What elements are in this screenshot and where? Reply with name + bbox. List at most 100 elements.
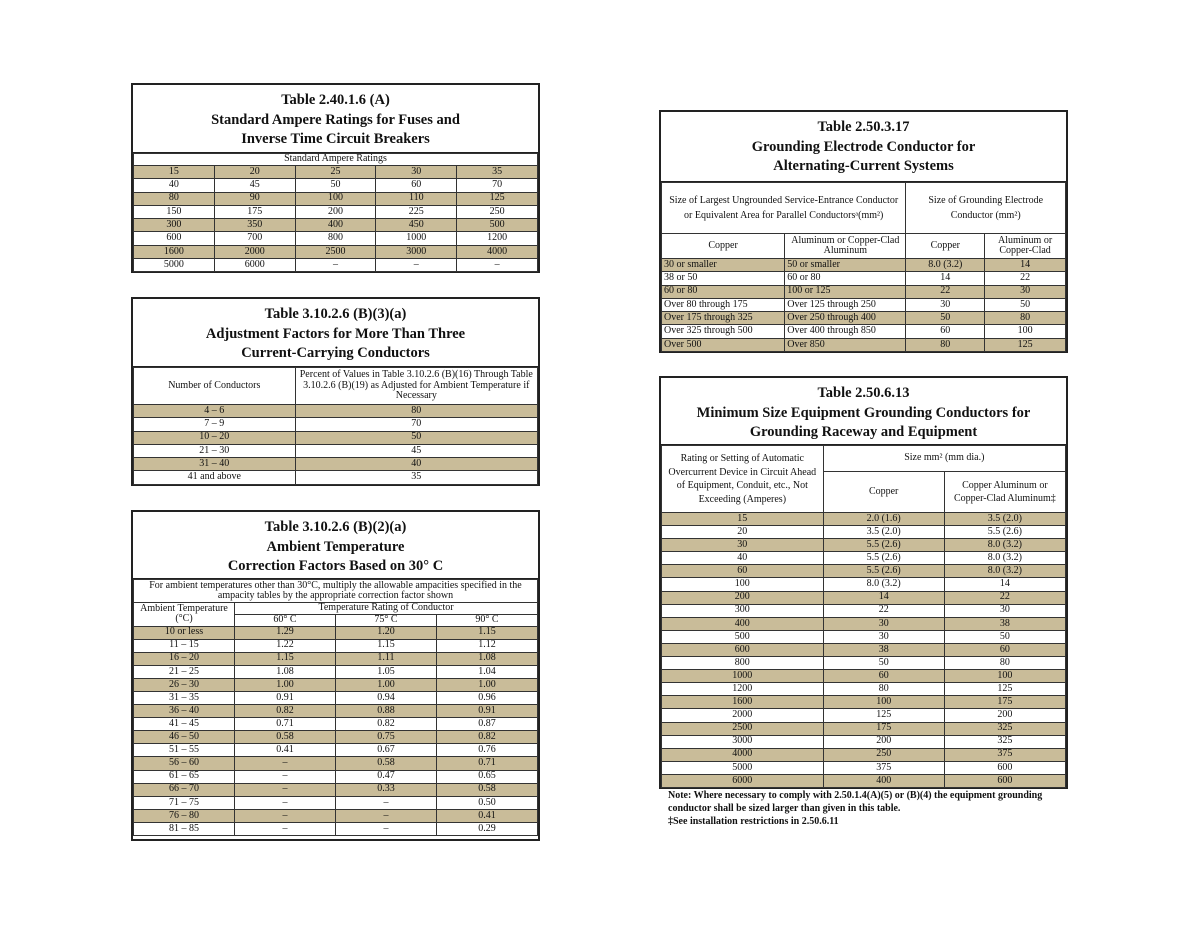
table-cell: 125: [456, 191, 538, 206]
table: Rating or Setting of Automatic Overcurre…: [661, 445, 1067, 788]
table-cell: 5.5 (2.6): [822, 538, 945, 553]
table-cell: 350: [213, 218, 296, 233]
table-cell: Over 125 through 250: [784, 297, 907, 313]
table-row: Over 80 through 175 Over 125 through 250 3…: [660, 297, 1066, 313]
table-cell: 80: [943, 656, 1067, 671]
table-cell: 30: [905, 297, 986, 313]
table-cell: 0.47: [335, 769, 437, 784]
table: Size of Largest Ungrounded Service-Entra…: [660, 182, 1066, 353]
table-cell: 40: [661, 551, 824, 566]
table-box: Table 3.10.2.6 (B)(3)(a) Adjustment Facto…: [131, 297, 540, 486]
table-cell: 2000: [661, 708, 824, 723]
table-cell: 7 – 9: [133, 417, 296, 432]
table-cell: 60: [661, 564, 824, 579]
header-cell: Temperature Rating of Conductor: [234, 602, 538, 615]
table-row: 150 175 200 225 250: [133, 204, 538, 220]
table-cell: 41 – 45: [133, 717, 235, 732]
table-row: 800 50 80: [661, 656, 1067, 671]
table-cell: 200: [822, 734, 945, 749]
table-row: Over 175 through 325 Over 250 through 400…: [660, 311, 1066, 326]
table-cell: 30 or smaller: [660, 257, 786, 273]
table-row: 21 – 30 45: [133, 443, 539, 459]
table: Standard Ampere Ratings 15 20 25 30 35 40 45 50…: [133, 153, 538, 273]
table-cell: 1.00: [436, 677, 538, 692]
table-cell: 200: [943, 708, 1067, 723]
table-cell: –: [234, 808, 336, 823]
table-box: Table 2.50.3.17 Grounding Electrode Condu…: [659, 110, 1068, 353]
table-cell: 8.0 (3.2): [905, 257, 986, 273]
table-cell: 0.71: [436, 756, 538, 771]
table-row: 1200 80 125: [661, 682, 1067, 697]
table-row: 51 – 55 0.41 0.67 0.76: [133, 743, 538, 758]
table-row: 1000 60 100: [661, 669, 1067, 684]
table-row: 26 – 30 1.00 1.00 1.00: [133, 677, 538, 692]
header-cell: 75° C: [335, 613, 437, 627]
table-cell: 8.0 (3.2): [943, 538, 1067, 553]
table-row: 71 – 75– –0.50: [133, 795, 538, 810]
table-cell: 0.65: [436, 769, 538, 784]
table-cell: 30: [984, 284, 1066, 299]
table-cell: 66 – 70: [133, 782, 235, 797]
table-cell: 600: [133, 231, 215, 246]
table-cell: –: [456, 258, 538, 273]
table-cell: 30: [375, 164, 458, 180]
table-row: 30 or smaller 50 or smaller 8.0 (3.2) 14: [660, 257, 1066, 273]
table-cell: 56 – 60: [133, 756, 235, 771]
table-cell: Over 500: [660, 337, 786, 353]
table-cell: 35: [294, 470, 539, 485]
table-cell: 110: [375, 191, 458, 206]
table-row: 60 5.5 (2.6) 8.0 (3.2): [661, 564, 1067, 579]
table-cell: 1000: [661, 669, 824, 684]
title-line: Minimum Size Equipment Grounding Conduct…: [696, 404, 1031, 421]
table-cell: 400: [661, 616, 824, 631]
table-cell: –: [234, 756, 336, 771]
table-cell: 41 and above: [133, 470, 296, 485]
table-row: 5000 375 600: [661, 760, 1067, 775]
table-cell: 2000: [213, 244, 296, 260]
table-cell: 1.05: [335, 664, 437, 679]
table-cell: 300: [661, 603, 824, 618]
title-line: Table 2.50.6.13: [817, 385, 910, 401]
table-cell: 200: [661, 590, 824, 605]
table-cell: 38: [943, 616, 1067, 631]
table-cell: 25: [294, 164, 377, 180]
table-cell: 800: [294, 231, 377, 246]
table-cell: 0.82: [234, 704, 336, 719]
table-cell: 5000: [133, 258, 215, 273]
table-row: 4 – 6 80: [133, 403, 539, 419]
table-cell: 21 – 25: [133, 664, 235, 679]
table-cell: 80: [822, 682, 945, 697]
table-cell: 30: [822, 616, 945, 631]
table-cell: 4000: [456, 244, 538, 260]
table-row: 41 and above 35: [133, 470, 539, 485]
header-cell: Size of Grounding Electrode Conductor (m…: [905, 182, 1066, 234]
table-cell: 10 – 20: [133, 430, 296, 445]
table-cell: 175: [943, 695, 1067, 710]
table: For ambient temperatures other than 30°C…: [133, 579, 538, 837]
table-cell: 16 – 20: [133, 651, 235, 666]
table-cell: 51 – 55: [133, 743, 235, 758]
table-cell: 50: [943, 629, 1067, 644]
table-cell: 0.33: [335, 782, 437, 797]
table-cell: 150: [133, 204, 215, 220]
table-cell: 450: [375, 218, 458, 233]
title-line: Table 2.50.3.17: [817, 119, 910, 135]
table-cell: 8.0 (3.2): [822, 577, 945, 592]
table-row: 10 or less 1.29 1.20 1.15: [133, 625, 538, 640]
table-cell: 60 or 80: [784, 271, 907, 286]
table-cell: –: [335, 808, 437, 823]
table-row: 600 700 800 1000 1200: [133, 231, 538, 246]
table-cell: 81 – 85: [133, 821, 235, 837]
title-line: Grounding Raceway and Equipment: [749, 424, 978, 440]
table-row: 11 – 15 1.22 1.15 1.12: [133, 638, 538, 653]
note-cell: For ambient temperatures other than 30°C…: [133, 579, 538, 603]
table-cell: 14: [943, 577, 1067, 592]
table-cell: 0.41: [234, 743, 336, 758]
header-cell: Number of Conductors: [133, 367, 296, 405]
table-cell: 250: [822, 747, 945, 762]
table-cell: 0.96: [436, 690, 538, 706]
table-cell: 15: [133, 164, 215, 180]
table-cell: –: [335, 821, 437, 837]
table-cell: 5000: [661, 760, 824, 775]
table-cell: 0.76: [436, 743, 538, 758]
